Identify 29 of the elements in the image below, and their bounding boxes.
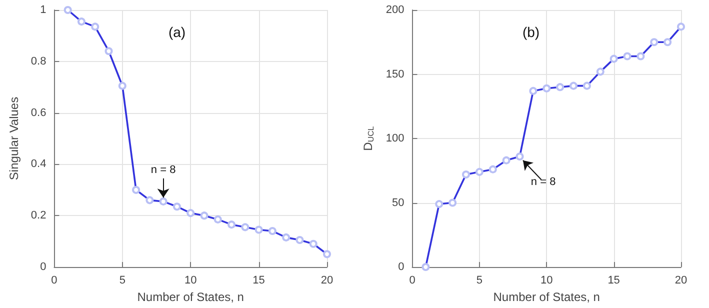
y-axis-title: Singular Values [7,96,21,180]
y-tick-label: 0 [398,261,404,273]
x-axis-title: Number of States, n [137,290,244,304]
y-tick-label: 200 [386,4,404,16]
y-tick-label: 0.6 [30,106,46,119]
x-tick-label: 0 [51,274,58,286]
x-tick-label: 15 [608,274,620,286]
y-tick-label: 0.2 [30,210,46,222]
text: (a) [168,24,186,40]
x-axis-title: Number of States, n [493,290,600,304]
x-tick-label: 10 [184,274,197,286]
y-tick-label: 150 [386,68,404,80]
y-tick-label: 50 [392,196,404,209]
x-tick-label: 20 [674,274,688,286]
y-tick-label: 0.4 [30,158,46,170]
y-tick-label: 100 [386,132,404,144]
x-tick-label: 0 [409,274,416,286]
text: (b) [522,24,540,40]
x-tick-label: 10 [540,274,553,286]
y-tick-label: 0.8 [30,55,46,68]
x-tick-label: 15 [252,274,265,286]
annotation: n = 8 [530,176,556,188]
x-tick-label: 5 [119,274,126,286]
x-tick-label: 20 [320,274,334,286]
x-tick-label: 5 [476,274,482,286]
y-tick-label: 1 [40,4,46,16]
y-axis-title: DUCL [361,126,376,151]
annotation: n = 8 [150,164,176,176]
y-tick-label: 0 [40,261,46,273]
